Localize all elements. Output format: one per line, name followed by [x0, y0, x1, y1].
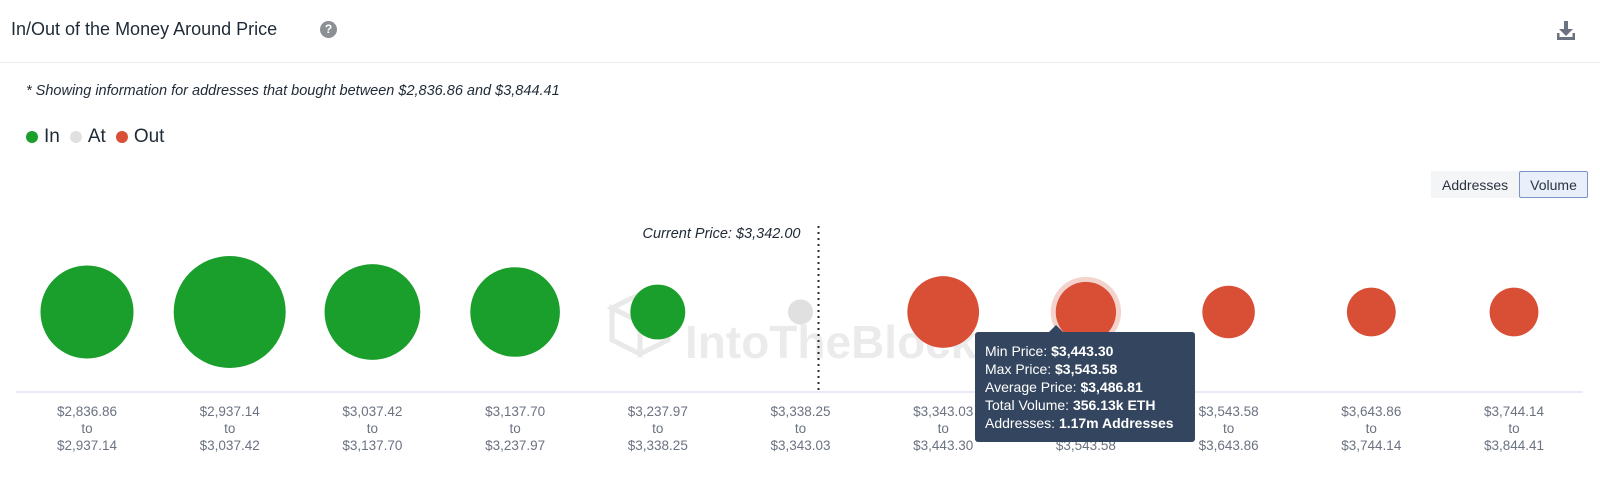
legend-label-at: At — [87, 126, 106, 147]
tooltip-addresses: Addresses: 1.17m Addresses — [985, 414, 1185, 432]
tick-label-1-from: $2,937.14 — [200, 404, 261, 419]
tick-label-0-to-word: to — [81, 421, 92, 436]
tick-label-2-to-word: to — [367, 421, 378, 436]
tooltip: Min Price: $3,443.30 Max Price: $3,543.5… — [975, 325, 1195, 442]
bubble-6[interactable] — [907, 276, 980, 348]
legend-item-at[interactable]: At — [69, 126, 106, 148]
tick-label-6-from: $3,343.03 — [913, 404, 973, 419]
tooltip-avg-label: Average Price: — [985, 379, 1077, 395]
tick-label-10-from: $3,744.14 — [1484, 404, 1545, 419]
legend-item-out[interactable]: Out — [115, 126, 165, 148]
tick-label-8-to: $3,643.86 — [1199, 438, 1259, 453]
tooltip-avg-value: $3,486.81 — [1080, 379, 1143, 395]
legend-dot-in — [26, 131, 38, 143]
page-title: In/Out of the Money Around Price — [11, 19, 278, 39]
download-icon[interactable] — [1555, 19, 1577, 41]
tick-label-0-from: $2,836.86 — [57, 404, 117, 419]
legend-label-out: Out — [133, 126, 165, 147]
tooltip-addresses-value: 1.17m Addresses — [1058, 415, 1174, 431]
legend-dot-out — [115, 131, 128, 143]
bubble-series — [40, 256, 1539, 368]
current-price-label: Current Price: $3,342.00 — [643, 226, 801, 242]
bubble-10[interactable] — [1489, 287, 1539, 337]
tick-label-5-to: $3,343.03 — [770, 438, 830, 453]
info-note: * Showing information for addresses that… — [26, 83, 560, 99]
bubble-1[interactable] — [173, 256, 286, 368]
tooltip-min-label: Min Price: — [985, 343, 1048, 359]
bubble-0[interactable] — [40, 265, 134, 359]
tick-label-5-to-word: to — [795, 421, 806, 436]
metric-toggle: Addresses Volume — [1431, 171, 1588, 198]
addresses-button[interactable]: Addresses — [1431, 171, 1520, 198]
legend-dot-at — [69, 131, 82, 143]
tick-label-9-to: $3,744.14 — [1341, 438, 1402, 453]
tick-label-10-to-word: to — [1508, 421, 1519, 436]
bubble-2[interactable] — [324, 264, 421, 360]
tooltip-avg: Average Price: $3,486.81 — [985, 378, 1185, 396]
bubble-7[interactable] — [1055, 281, 1117, 343]
tick-label-3-to-word: to — [509, 421, 520, 436]
tooltip-min: Min Price: $3,443.30 — [985, 342, 1185, 360]
tick-label-4-to: $3,338.25 — [628, 438, 688, 453]
bubble-5[interactable] — [787, 299, 814, 325]
tooltip-min-value: $3,443.30 — [1051, 343, 1114, 359]
tick-label-0-to: $2,937.14 — [57, 438, 118, 453]
tick-label-9-from: $3,643.86 — [1341, 404, 1401, 419]
tick-label-9-to-word: to — [1366, 421, 1377, 436]
tooltip-max: Max Price: $3,543.58 — [985, 360, 1185, 378]
bubble-3[interactable] — [470, 267, 560, 357]
tick-label-8-to-word: to — [1223, 421, 1234, 436]
tick-label-4-from: $3,237.97 — [628, 404, 688, 419]
bubble-8[interactable] — [1202, 285, 1255, 339]
tick-label-10-to: $3,844.41 — [1484, 438, 1544, 453]
tick-label-2-from: $3,037.42 — [342, 404, 402, 419]
tick-label-3-to: $3,237.97 — [485, 438, 545, 453]
legend-item-in[interactable]: In — [26, 126, 60, 148]
tooltip-max-label: Max Price: — [985, 361, 1052, 377]
tick-label-1-to-word: to — [224, 421, 235, 436]
bubble-chart: IntoTheBlock Current Price: $3,342.00 $2… — [16, 226, 1583, 453]
tick-label-4-to-word: to — [652, 421, 663, 436]
bubble-9[interactable] — [1346, 287, 1396, 337]
tooltip-volume-value: 356.13k ETH — [1072, 397, 1156, 413]
tooltip-volume: Total Volume: 356.13k ETH — [985, 396, 1185, 414]
bubble-4[interactable] — [630, 284, 686, 340]
tooltip-max-value: $3,543.58 — [1055, 361, 1118, 377]
tick-label-3-from: $3,137.70 — [485, 404, 545, 419]
legend-label-in: In — [44, 126, 60, 147]
tick-label-2-to: $3,137.70 — [342, 438, 402, 453]
tick-label-1-to: $3,037.42 — [200, 438, 260, 453]
tooltip-addresses-label: Addresses: — [985, 415, 1056, 431]
x-axis-ticks: $2,836.86 to $2,937.14 $2,937.14 to $3,037.42… — [57, 404, 1545, 453]
tooltip-volume-label: Total Volume: — [985, 397, 1070, 413]
tick-label-5-from: $3,338.25 — [770, 404, 830, 419]
chart-header: In/Out of the Money Around Price ? — [0, 0, 1600, 63]
tick-label-8-from: $3,543.58 — [1199, 404, 1259, 419]
help-icon[interactable]: ? — [320, 21, 337, 38]
tick-label-6-to-word: to — [938, 421, 949, 436]
legend: In At Out — [26, 126, 174, 148]
tick-label-6-to: $3,443.30 — [913, 438, 973, 453]
volume-button[interactable]: Volume — [1519, 171, 1588, 198]
